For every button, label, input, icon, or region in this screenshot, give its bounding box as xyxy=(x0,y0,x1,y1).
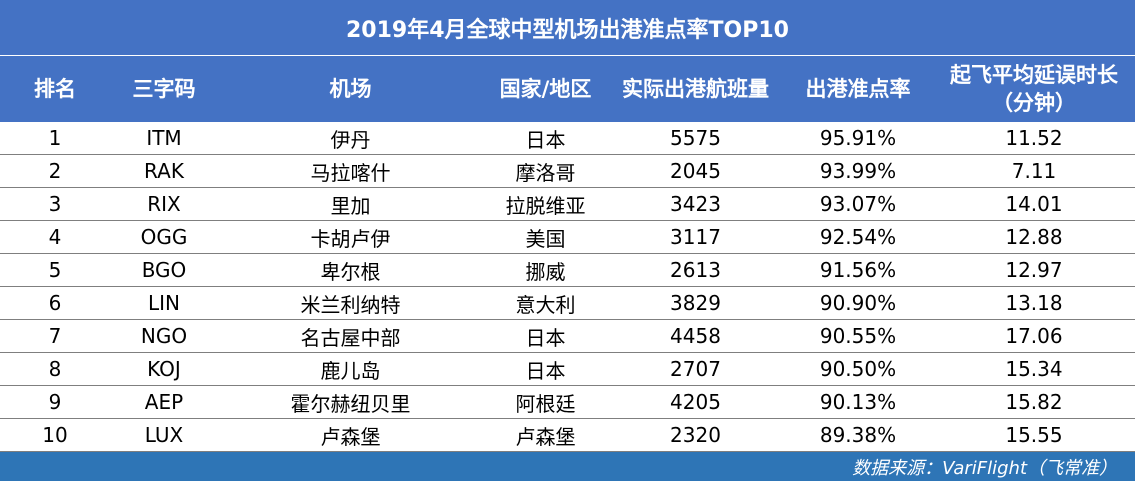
cell-ontime-rate: 90.90% xyxy=(819,291,897,315)
cell-iata-code: AEP xyxy=(144,390,184,414)
cell-rank: 5 xyxy=(48,258,62,282)
cell-rank: 7 xyxy=(48,324,62,348)
cell-ontime-rate: 91.56% xyxy=(819,258,897,282)
cell-rank: 1 xyxy=(48,126,62,150)
cell-ontime-rate: 95.91% xyxy=(819,126,897,150)
table-row: 9 AEP 霍尔赫纽贝里 阿根廷 4205 90.13% 15.82 xyxy=(0,386,1135,419)
cell-departures: 2707 xyxy=(670,357,721,381)
cell-ontime-rate: 93.07% xyxy=(819,192,897,216)
cell-airport: 卡胡卢伊 xyxy=(310,226,391,251)
cell-airport: 里加 xyxy=(330,193,371,218)
cell-country: 挪威 xyxy=(525,259,566,284)
cell-iata-code: NGO xyxy=(140,324,188,348)
cell-airport: 米兰利纳特 xyxy=(300,292,401,317)
table-row: 8 KOJ 鹿儿岛 日本 2707 90.50% 15.34 xyxy=(0,353,1135,386)
cell-country: 阿根廷 xyxy=(515,391,576,416)
table-header: 排名 三字码 机场 国家/地区 实际出港航班量 出港准点率 起飞平均延误时长 （… xyxy=(0,56,1135,122)
cell-rank: 3 xyxy=(48,192,62,216)
cell-airport: 伊丹 xyxy=(330,127,371,152)
cell-ontime-rate: 92.54% xyxy=(819,225,897,249)
header-avg-delay: 起飞平均延误时长 （分钟） xyxy=(950,63,1118,115)
cell-iata-code: KOJ xyxy=(147,357,181,381)
table-row: 7 NGO 名古屋中部 日本 4458 90.55% 17.06 xyxy=(0,320,1135,353)
data-source-footer: 数据来源：VariFlight（飞常准） xyxy=(0,452,1135,481)
cell-rank: 6 xyxy=(48,291,62,315)
cell-departures: 2045 xyxy=(670,159,721,183)
cell-country: 美国 xyxy=(525,226,566,251)
cell-ontime-rate: 89.38% xyxy=(819,423,897,447)
table-row: 10 LUX 卢森堡 卢森堡 2320 89.38% 15.55 xyxy=(0,419,1135,452)
cell-ontime-rate: 90.13% xyxy=(819,390,897,414)
cell-airport: 马拉喀什 xyxy=(310,160,391,185)
table-row: 2 RAK 马拉喀什 摩洛哥 2045 93.99% 7.11 xyxy=(0,155,1135,188)
cell-rank: 8 xyxy=(48,357,62,381)
cell-avg-delay: 12.97 xyxy=(1005,258,1063,282)
cell-country: 卢森堡 xyxy=(515,424,576,449)
header-country: 国家/地区 xyxy=(499,77,592,101)
cell-avg-delay: 12.88 xyxy=(1005,225,1063,249)
header-departures: 实际出港航班量 xyxy=(622,77,769,101)
cell-iata-code: ITM xyxy=(146,126,182,150)
cell-airport: 卑尔根 xyxy=(320,259,381,284)
cell-departures: 3117 xyxy=(670,225,721,249)
cell-departures: 4458 xyxy=(670,324,721,348)
cell-avg-delay: 7.11 xyxy=(1011,159,1057,183)
cell-rank: 4 xyxy=(48,225,62,249)
cell-rank: 9 xyxy=(48,390,62,414)
cell-avg-delay: 15.55 xyxy=(1005,423,1063,447)
cell-rank: 2 xyxy=(48,159,62,183)
cell-airport: 鹿儿岛 xyxy=(320,358,381,383)
cell-departures: 2613 xyxy=(670,258,721,282)
table-row: 5 BGO 卑尔根 挪威 2613 91.56% 12.97 xyxy=(0,254,1135,287)
cell-iata-code: LIN xyxy=(147,291,180,315)
table-title: 2019年4月全球中型机场出港准点率TOP10 xyxy=(0,0,1135,56)
cell-iata-code: RIX xyxy=(147,192,181,216)
cell-avg-delay: 15.82 xyxy=(1005,390,1063,414)
table-body: 1 ITM 伊丹 日本 5575 95.91% 11.52 2 RAK 马拉喀什… xyxy=(0,122,1135,452)
cell-departures: 3423 xyxy=(670,192,721,216)
cell-ontime-rate: 93.99% xyxy=(819,159,897,183)
cell-departures: 3829 xyxy=(670,291,721,315)
table-row: 1 ITM 伊丹 日本 5575 95.91% 11.52 xyxy=(0,122,1135,155)
table-row: 6 LIN 米兰利纳特 意大利 3829 90.90% 13.18 xyxy=(0,287,1135,320)
cell-iata-code: OGG xyxy=(140,225,188,249)
header-airport: 机场 xyxy=(329,77,372,101)
cell-country: 意大利 xyxy=(515,292,576,317)
cell-ontime-rate: 90.50% xyxy=(819,357,897,381)
cell-avg-delay: 14.01 xyxy=(1005,192,1063,216)
cell-avg-delay: 17.06 xyxy=(1005,324,1063,348)
cell-iata-code: RAK xyxy=(144,159,184,183)
cell-rank: 10 xyxy=(42,423,68,447)
header-rank: 排名 xyxy=(34,77,76,101)
cell-airport: 卢森堡 xyxy=(320,424,381,449)
cell-departures: 2320 xyxy=(670,423,721,447)
cell-country: 摩洛哥 xyxy=(515,160,576,185)
cell-country: 日本 xyxy=(525,358,566,383)
table-row: 3 RIX 里加 拉脱维亚 3423 93.07% 14.01 xyxy=(0,188,1135,221)
cell-departures: 5575 xyxy=(670,126,721,150)
cell-avg-delay: 15.34 xyxy=(1005,357,1063,381)
cell-country: 日本 xyxy=(525,325,566,350)
cell-avg-delay: 13.18 xyxy=(1005,291,1063,315)
table-row: 4 OGG 卡胡卢伊 美国 3117 92.54% 12.88 xyxy=(0,221,1135,254)
cell-airport: 霍尔赫纽贝里 xyxy=(290,391,411,416)
cell-iata-code: BGO xyxy=(141,258,187,282)
cell-departures: 4205 xyxy=(670,390,721,414)
header-iata-code: 三字码 xyxy=(132,77,196,101)
cell-airport: 名古屋中部 xyxy=(300,325,401,350)
cell-ontime-rate: 90.55% xyxy=(819,324,897,348)
cell-avg-delay: 11.52 xyxy=(1005,126,1063,150)
cell-country: 拉脱维亚 xyxy=(505,193,586,218)
header-ontime-rate: 出港准点率 xyxy=(805,77,911,101)
cell-iata-code: LUX xyxy=(144,423,184,447)
cell-country: 日本 xyxy=(525,127,566,152)
